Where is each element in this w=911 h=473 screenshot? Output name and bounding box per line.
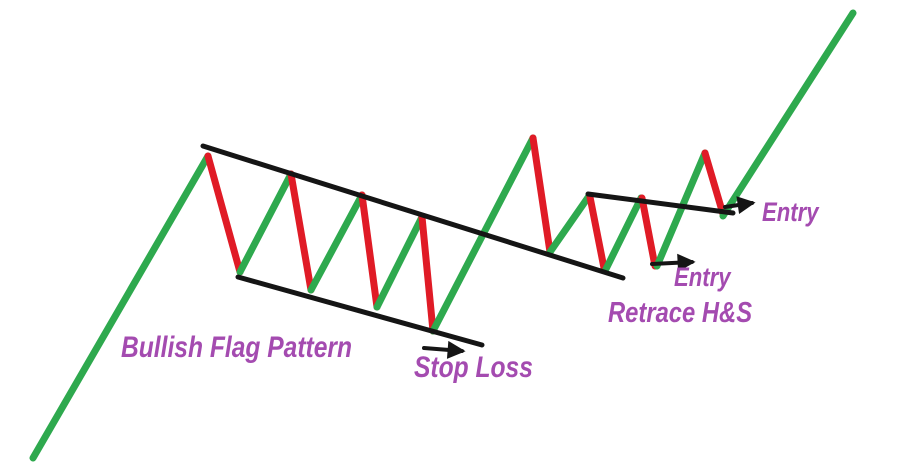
retrace-neckline [585,191,736,216]
price-down-segment [701,149,727,218]
entry-lower-arrow [650,253,696,272]
flag-upper-trendline [200,143,626,281]
stop-loss-arrow [422,340,466,359]
entry-upper-arrow [723,196,756,215]
price-up-segment [602,194,645,273]
retrace-hs-label: Retrace H&S [608,297,753,329]
price-zigzag-lines [29,9,857,462]
flag-lower-trendline [235,274,485,348]
trendlines-and-arrows [200,143,756,359]
price-up-segment [546,192,593,256]
price-down-segment [204,152,244,276]
price-down-segment [358,191,381,311]
price-down-segment [586,193,608,272]
price-down-segment [418,213,437,335]
price-up-segment [236,170,295,276]
price-up-segment [307,191,366,294]
price-down-segment [638,194,659,270]
price-up-segment [653,149,709,270]
price-down-segment [287,170,315,294]
price-up-segment [29,152,212,462]
entry-upper-label: Entry [762,197,819,227]
price-down-segment [529,134,554,256]
price-up-segment [373,213,426,311]
entry-lower-label: Entry [674,262,731,292]
price-up-segment [719,9,857,220]
stop-loss-label: Stop Loss [414,351,533,384]
bullish-flag-pattern-label: Bullish Flag Pattern [121,331,353,364]
